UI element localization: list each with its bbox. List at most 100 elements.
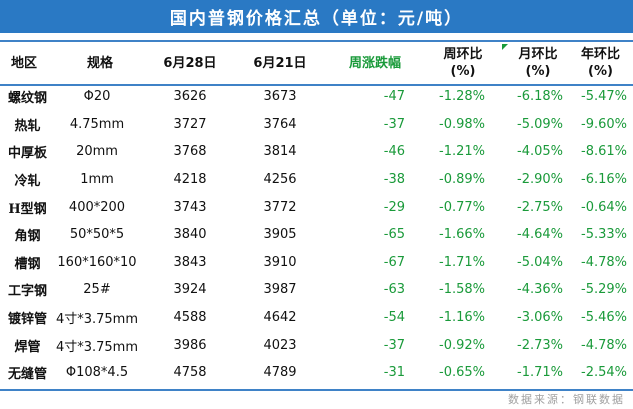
cell-region: 中厚板 (7, 146, 47, 162)
cell-weekly-change: -46 (383, 144, 405, 160)
cell-weekly-change: -37 (383, 337, 405, 353)
cell-price-current: 4758 (173, 365, 207, 381)
header-weekly-change: 周涨跌幅 (348, 55, 401, 71)
header-yoy-unit: (%) (588, 64, 613, 79)
header-mom-label: 月环比 (518, 47, 558, 62)
cell-wow: -0.89% (439, 172, 485, 188)
cell-wow: -1.16% (439, 310, 485, 326)
cell-spec: 20mm (76, 144, 118, 160)
cell-yoy: -9.60% (581, 116, 627, 132)
cell-price-current: 3626 (173, 89, 207, 105)
table-row: 螺纹钢 Φ20 3626 3673 -47 -1.28% -6.18% -5.47% (0, 83, 633, 111)
header-yoy-label: 年环比 (580, 47, 620, 62)
cell-price-current: 3743 (173, 199, 207, 215)
cell-yoy: -8.61% (581, 144, 627, 160)
cell-yoy: -5.46% (581, 310, 627, 326)
table-row: 角钢 50*50*5 3840 3905 -65 -1.66% -4.64% -5.33% (0, 221, 633, 249)
cell-price-previous: 3673 (263, 89, 297, 105)
header-mom-unit: (%) (525, 64, 551, 79)
cell-spec: 25# (83, 282, 111, 298)
table-row: 无缝管 Φ108*4.5 4758 4789 -31 -0.65% -1.71% -2.54% (0, 359, 633, 387)
header-region: 地区 (10, 55, 37, 71)
cell-mom: -3.06% (517, 310, 563, 326)
cell-region: H型钢 (8, 201, 47, 217)
cell-spec: 4寸*3.75mm (55, 312, 139, 328)
cell-wow: -1.71% (439, 254, 485, 270)
cell-weekly-change: -67 (383, 254, 405, 270)
cell-mom: -4.36% (517, 282, 563, 298)
table-row: H型钢 400*200 3743 3772 -29 -0.77% -2.75% -0.64% (0, 193, 633, 221)
cell-wow: -1.58% (439, 282, 485, 298)
cell-mom: -4.05% (517, 144, 563, 160)
cell-region: 镀锌管 (7, 312, 47, 328)
cell-weekly-change: -37 (383, 116, 405, 132)
cell-weekly-change: -63 (383, 282, 405, 298)
cell-yoy: -6.16% (581, 172, 627, 188)
cell-yoy: -2.54% (581, 365, 627, 381)
cell-wow: -0.92% (439, 337, 485, 353)
cell-price-current: 3843 (173, 254, 207, 270)
table-row: 中厚板 20mm 3768 3814 -46 -1.21% -4.05% -8.61% (0, 138, 633, 166)
cell-spec: 4.75mm (69, 116, 125, 132)
cell-price-previous: 3764 (263, 116, 297, 132)
table-row: 焊管 4寸*3.75mm 3986 4023 -37 -0.92% -2.73% -4.78% (0, 331, 633, 359)
cell-weekly-change: -29 (383, 199, 405, 215)
cell-mom: -1.71% (517, 365, 563, 381)
cell-yoy: -4.78% (581, 337, 627, 353)
cell-price-previous: 4023 (263, 337, 297, 353)
table-row: 冷轧 1mm 4218 4256 -38 -0.89% -2.90% -6.16% (0, 166, 633, 194)
cell-price-previous: 3987 (263, 282, 297, 298)
cell-weekly-change: -65 (383, 227, 405, 243)
cell-weekly-change: -47 (383, 89, 405, 105)
cell-price-current: 3986 (173, 337, 207, 353)
cell-region: 冷轧 (14, 174, 41, 190)
header-wow-label: 周环比 (443, 47, 483, 62)
cell-wow: -0.65% (439, 365, 485, 381)
header-wow-unit: (%) (450, 64, 476, 79)
cell-region: 无缝管 (7, 367, 47, 383)
table-title: 国内普钢价格汇总（单位：元/吨） (169, 9, 464, 29)
corner-marker-icon (502, 44, 508, 50)
cell-mom: -5.04% (517, 254, 563, 270)
cell-region: 螺纹钢 (7, 91, 47, 107)
cell-mom: -2.73% (517, 337, 563, 353)
cell-price-current: 3924 (173, 282, 207, 298)
cell-spec: Φ20 (83, 89, 111, 105)
cell-price-current: 3840 (173, 227, 207, 243)
cell-price-current: 4588 (173, 310, 207, 326)
header-spec: 规格 (86, 55, 113, 71)
cell-wow: -0.98% (439, 116, 485, 132)
cell-spec: 400*200 (68, 199, 126, 215)
cell-region: 焊管 (14, 339, 41, 355)
cell-weekly-change: -31 (383, 365, 405, 381)
table-header: 地区 规格 6月28日 6月21日 周涨跌幅 周环比 (%) 月环比 (%) 年… (0, 40, 633, 86)
header-wow: 周环比 (%) (428, 42, 498, 84)
table-row: 槽钢 160*160*10 3843 3910 -67 -1.71% -5.04% -4.78… (0, 249, 633, 277)
cell-wow: -1.21% (439, 144, 485, 160)
cell-mom: -2.90% (517, 172, 563, 188)
header-mom: 月环比 (%) (503, 42, 573, 84)
cell-weekly-change: -38 (383, 172, 405, 188)
cell-weekly-change: -54 (383, 310, 405, 326)
header-yoy: 年环比 (%) (568, 42, 633, 84)
cell-yoy: -4.78% (581, 254, 627, 270)
cell-region: 角钢 (14, 229, 41, 245)
table-row: 热轧 4.75mm 3727 3764 -37 -0.98% -5.09% -9.60% (0, 111, 633, 139)
cell-price-previous: 3910 (263, 254, 297, 270)
cell-price-previous: 4256 (263, 172, 297, 188)
header-price-current: 6月28日 (163, 55, 217, 71)
cell-yoy: -0.64% (581, 199, 627, 215)
cell-price-previous: 3814 (263, 144, 297, 160)
cell-wow: -1.28% (439, 89, 485, 105)
cell-region: 热轧 (14, 118, 41, 134)
title-bar: 国内普钢价格汇总（单位：元/吨） (0, 0, 633, 33)
header-price-previous: 6月21日 (253, 55, 307, 71)
table-body: 螺纹钢 Φ20 3626 3673 -47 -1.28% -6.18% -5.47% 热轧 4.7… (0, 83, 633, 387)
cell-price-current: 3768 (173, 144, 207, 160)
data-source: 数据来源：钢联数据 (508, 393, 625, 406)
cell-wow: -0.77% (439, 199, 485, 215)
cell-spec: Φ108*4.5 (65, 365, 129, 381)
cell-price-current: 3727 (173, 116, 207, 132)
cell-mom: -4.64% (517, 227, 563, 243)
cell-region: 工字钢 (7, 284, 47, 300)
